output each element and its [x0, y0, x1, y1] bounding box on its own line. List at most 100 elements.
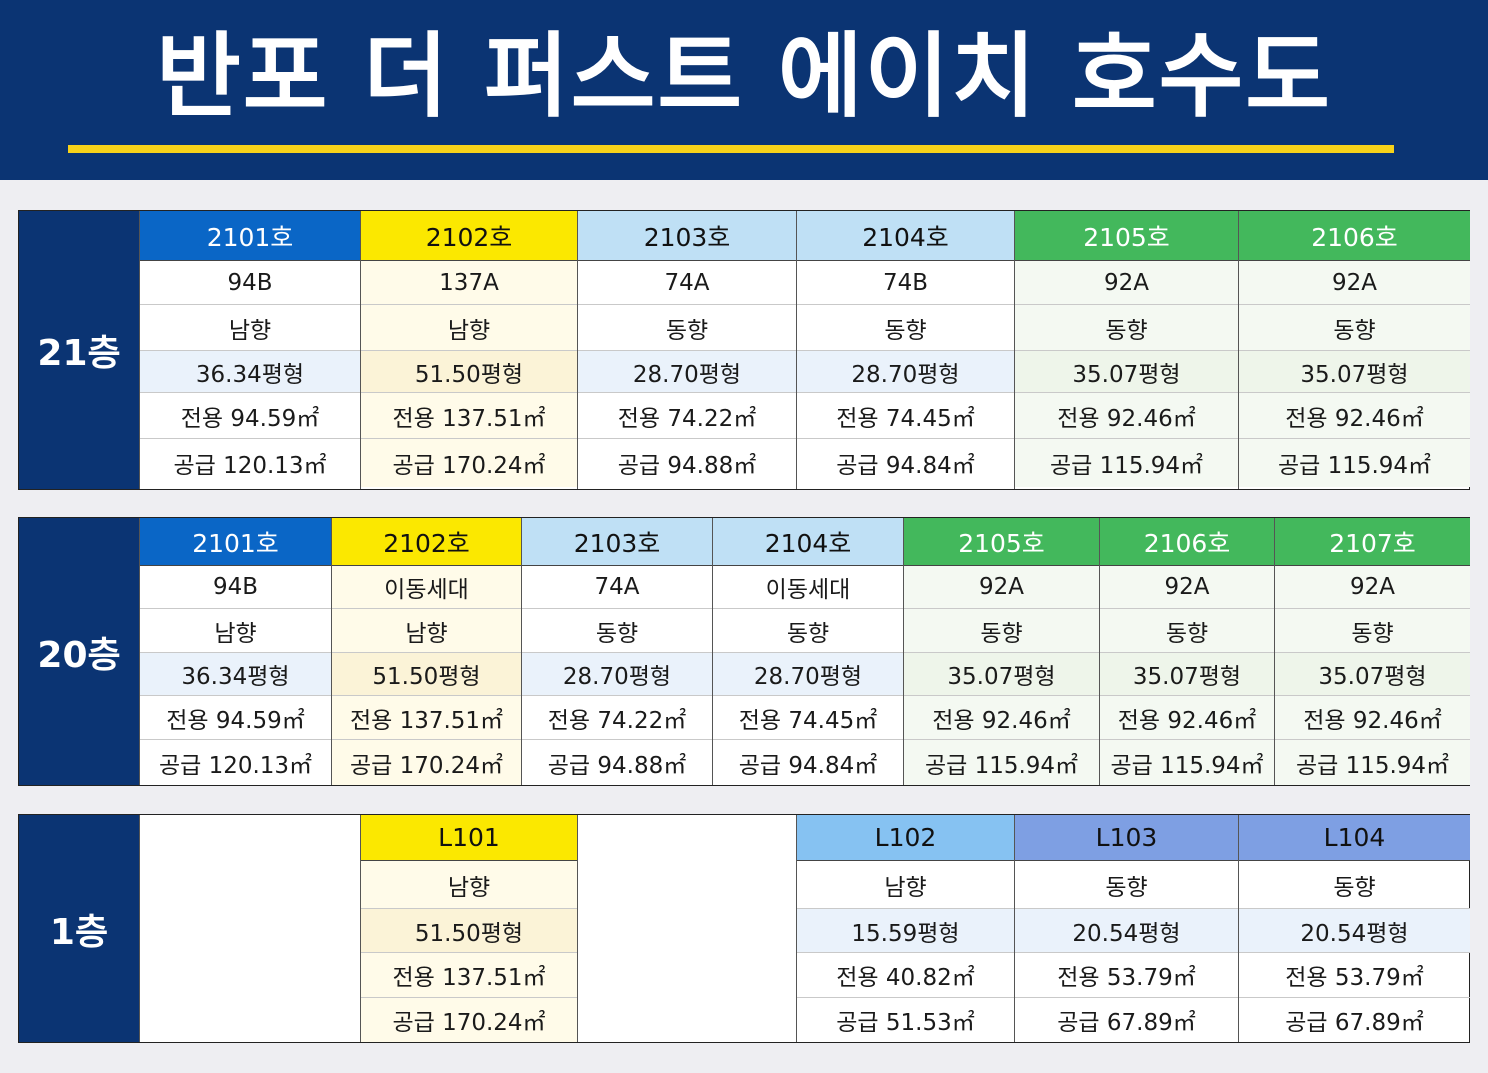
unit-exclusive-area: 전용 94.59㎡: [140, 393, 360, 439]
unit-column: 2103호 74A 동향 28.70평형 전용 74.22㎡ 공급 94.88㎡: [521, 518, 712, 785]
unit-supply-area: 공급 94.84㎡: [738, 752, 878, 779]
floor-21-table: 21층 2101호 94B 남향 36.34평형 전용 94.59㎡ 공급 120.13㎡…: [18, 210, 1470, 490]
unit-number: 2105호: [1015, 211, 1238, 261]
unit-supply-area: 공급 170.24㎡: [361, 439, 577, 487]
unit-direction: 동향: [1239, 861, 1470, 909]
unit-pyeong: 35.07평형: [1015, 351, 1238, 393]
unit-number: 2104호: [713, 518, 903, 566]
unit-column: L102 남향 15.59평형 전용 40.82㎡ 공급 51.53㎡: [796, 815, 1014, 1042]
unit-pyeong: 28.70평형: [797, 351, 1014, 393]
unit-number: L101: [361, 815, 577, 861]
unit-number: L104: [1239, 815, 1470, 861]
unit-pyeong: 35.07평형: [1100, 653, 1274, 696]
unit-direction: 동향: [1100, 609, 1274, 653]
unit-column: 2101호 94B 남향 36.34평형 전용 94.59㎡ 공급 120.13㎡: [139, 518, 331, 785]
unit-exclusive-area: 전용 137.51㎡: [361, 393, 577, 439]
unit-exclusive-area: 전용 40.82㎡: [797, 953, 1014, 998]
unit-number: L102: [797, 815, 1014, 861]
unit-column: 2104호 74B 동향 28.70평형 전용 74.45㎡ 공급 94.84㎡: [796, 211, 1014, 489]
floor-20-table: 20층 2101호 94B 남향 36.34평형 전용 94.59㎡ 공급 120.13㎡…: [18, 517, 1470, 786]
unit-supply-area: 공급 120.13㎡: [158, 752, 313, 779]
unit-direction: 남향: [140, 305, 360, 351]
unit-supply-area: 공급 115.94㎡: [1100, 740, 1274, 785]
unit-pyeong: 35.07평형: [1275, 653, 1470, 696]
unit-number: 2105호: [904, 518, 1099, 566]
page-header: 반포 더 퍼스트 에이치 호수도: [0, 0, 1488, 180]
unit-pyeong: 15.59평형: [797, 909, 1014, 953]
unit-type: 92A: [1015, 261, 1238, 305]
unit-type: 92A: [1100, 566, 1274, 609]
unit-number: 2106호: [1239, 211, 1470, 261]
unit-type: 74A: [578, 261, 796, 305]
unit-columns: 2101호 94B 남향 36.34평형 전용 94.59㎡ 공급 120.13㎡ 2102…: [139, 518, 1470, 785]
unit-supply-area: 공급 115.94㎡: [904, 740, 1099, 785]
unit-exclusive-area: 전용 74.45㎡: [797, 393, 1014, 439]
unit-exclusive-area: 전용 94.59㎡: [140, 696, 331, 740]
unit-column: 2104호 이동세대 동향 28.70평형 전용 74.45㎡ 공급 94.84㎡: [712, 518, 903, 785]
unit-column: L101 남향 51.50평형 전용 137.51㎡ 공급 170.24㎡: [360, 815, 577, 1042]
unit-column: 2102호 137A 남향 51.50평형 전용 137.51㎡ 공급 170.24㎡: [360, 211, 577, 489]
unit-direction: 남향: [361, 861, 577, 909]
unit-exclusive-area: 전용 92.46㎡: [1100, 696, 1274, 740]
unit-pyeong: 51.50평형: [361, 909, 577, 953]
unit-direction: 남향: [140, 609, 331, 653]
unit-exclusive-area: 전용 137.51㎡: [332, 696, 521, 740]
unit-direction: 남향: [361, 305, 577, 351]
unit-type: 이동세대: [332, 566, 521, 609]
unit-pyeong: 36.34평형: [140, 653, 331, 696]
floor-label: 1층: [19, 815, 139, 1042]
unit-column: 2106호 92A 동향 35.07평형 전용 92.46㎡ 공급 115.94㎡: [1238, 211, 1470, 489]
unit-exclusive-area: 전용 137.51㎡: [361, 953, 577, 998]
unit-supply-area: 공급 67.89㎡: [1285, 1010, 1424, 1036]
unit-supply-area: 공급 115.94㎡: [1239, 439, 1470, 487]
unit-type: 74B: [797, 261, 1014, 305]
unit-number: 2102호: [361, 211, 577, 261]
unit-type: 74A: [522, 566, 712, 609]
unit-pyeong: 35.07평형: [1239, 351, 1470, 393]
unit-column: 2105호 92A 동향 35.07평형 전용 92.46㎡ 공급 115.94㎡: [1014, 211, 1238, 489]
unit-number: 2103호: [578, 211, 796, 261]
unit-type: 92A: [904, 566, 1099, 609]
unit-column: 2106호 92A 동향 35.07평형 전용 92.46㎡ 공급 115.94㎡: [1099, 518, 1274, 785]
unit-pyeong: 20.54평형: [1015, 909, 1238, 953]
unit-number: 2107호: [1275, 518, 1470, 566]
unit-direction: 동향: [578, 305, 796, 351]
unit-pyeong: 35.07평형: [904, 653, 1099, 696]
unit-pyeong: 51.50평형: [361, 351, 577, 393]
unit-type: 137A: [361, 261, 577, 305]
unit-column: 2103호 74A 동향 28.70평형 전용 74.22㎡ 공급 94.88㎡: [577, 211, 796, 489]
unit-number: 2103호: [522, 518, 712, 566]
floor-label: 21층: [19, 211, 139, 489]
unit-supply-area: 공급 94.88㎡: [547, 752, 687, 779]
unit-number: 2104호: [797, 211, 1014, 261]
floor-1-table: 1층 L101 남향 51.50평형 전용 137.51㎡ 공급 170.24㎡ L102…: [18, 814, 1470, 1043]
unit-exclusive-area: 전용 53.79㎡: [1239, 953, 1470, 998]
unit-number: 2101호: [140, 518, 331, 566]
unit-supply-area: 공급 120.13㎡: [173, 453, 327, 479]
unit-supply-area: 공급 170.24㎡: [361, 998, 577, 1042]
unit-direction: 동향: [1275, 609, 1470, 653]
unit-number: L103: [1015, 815, 1238, 861]
unit-column: 2102호 이동세대 남향 51.50평형 전용 137.51㎡ 공급 170.24㎡: [331, 518, 521, 785]
unit-column: L104 동향 20.54평형 전용 53.79㎡ 공급 67.89㎡: [1238, 815, 1470, 1042]
unit-column: 2107호 92A 동향 35.07평형 전용 92.46㎡ 공급 115.94㎡: [1274, 518, 1470, 785]
unit-pyeong: 28.70평형: [578, 351, 796, 393]
unit-direction: 동향: [904, 609, 1099, 653]
unit-direction: 남향: [797, 861, 1014, 909]
unit-columns: L101 남향 51.50평형 전용 137.51㎡ 공급 170.24㎡ L102 남향 1…: [139, 815, 1470, 1042]
unit-number: 2101호: [140, 211, 360, 261]
floor-label: 20층: [19, 518, 139, 785]
unit-pyeong: 36.34평형: [140, 351, 360, 393]
unit-direction: 동향: [1015, 861, 1238, 909]
page-title: 반포 더 퍼스트 에이치 호수도: [156, 23, 1332, 130]
unit-type: 이동세대: [713, 566, 903, 609]
unit-exclusive-area: 전용 92.46㎡: [904, 696, 1099, 740]
unit-pyeong: 28.70평형: [522, 653, 712, 696]
unit-exclusive-area: 전용 92.46㎡: [1015, 393, 1238, 439]
unit-type: 94B: [140, 566, 331, 609]
unit-direction: 동향: [797, 305, 1014, 351]
unit-column: L103 동향 20.54평형 전용 53.79㎡ 공급 67.89㎡: [1014, 815, 1238, 1042]
unit-pyeong: 20.54평형: [1239, 909, 1470, 953]
title-underline: [68, 145, 1394, 153]
unit-direction: 남향: [332, 609, 521, 653]
